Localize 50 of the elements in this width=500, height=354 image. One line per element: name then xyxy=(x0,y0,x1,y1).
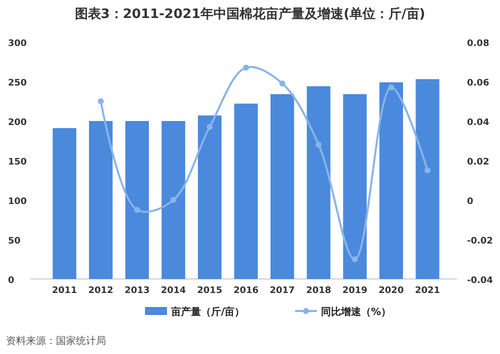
y-tick-label: 300 xyxy=(8,39,27,49)
point xyxy=(279,80,286,86)
y2-tick-label: 0.08 xyxy=(467,39,490,49)
bar xyxy=(125,121,149,279)
bar xyxy=(52,128,76,279)
bar xyxy=(416,79,440,279)
y-tick-label: 0 xyxy=(8,276,14,286)
x-tick-label: 2020 xyxy=(378,286,404,296)
bar xyxy=(343,94,367,279)
point xyxy=(134,206,140,213)
y-tick-label: 100 xyxy=(8,197,27,207)
point xyxy=(424,167,430,174)
point xyxy=(206,124,213,130)
x-tick-label: 2018 xyxy=(306,286,332,296)
x-tick-label: 2012 xyxy=(88,286,114,296)
y2-tick-label: 0.02 xyxy=(467,158,490,168)
x-tick-label: 2017 xyxy=(270,286,295,296)
point xyxy=(243,64,249,71)
x-tick-label: 2011 xyxy=(52,286,78,296)
x-tick-label: 2014 xyxy=(160,286,186,296)
chart-title: 图表3：2011-2021年中国棉花亩产量及增速(单位：斤/亩) xyxy=(74,6,426,22)
x-tick-label: 2013 xyxy=(124,286,150,296)
y-tick-label: 250 xyxy=(8,78,27,88)
y-tick-label: 150 xyxy=(8,158,27,168)
legend-label: 同比增速（%） xyxy=(321,306,392,318)
bar xyxy=(379,82,403,279)
point xyxy=(170,197,176,203)
point xyxy=(388,84,394,90)
point xyxy=(98,98,104,104)
x-tick-label: 2021 xyxy=(414,286,440,296)
legend-label: 亩产量（斤/亩） xyxy=(170,306,245,318)
y-tick-label: 200 xyxy=(8,118,27,128)
x-tick-label: 2016 xyxy=(233,286,259,296)
y2-tick-label: -0.04 xyxy=(467,276,493,286)
point xyxy=(316,142,322,148)
y2-tick-label: -0.02 xyxy=(467,236,493,246)
bar xyxy=(306,86,330,279)
bar xyxy=(198,115,222,279)
y2-tick-label: 0 xyxy=(467,197,474,207)
y-tick-label: 50 xyxy=(8,236,21,246)
bar xyxy=(234,104,258,279)
x-tick-label: 2019 xyxy=(342,286,368,296)
bar xyxy=(270,94,294,279)
y2-tick-label: 0.06 xyxy=(467,78,490,88)
bar xyxy=(162,121,186,279)
bar xyxy=(89,121,113,279)
y2-tick-label: 0.04 xyxy=(467,118,490,128)
point xyxy=(352,256,358,262)
text: 资料来源：国家统计局 xyxy=(6,335,106,347)
x-tick-label: 2015 xyxy=(197,286,222,296)
